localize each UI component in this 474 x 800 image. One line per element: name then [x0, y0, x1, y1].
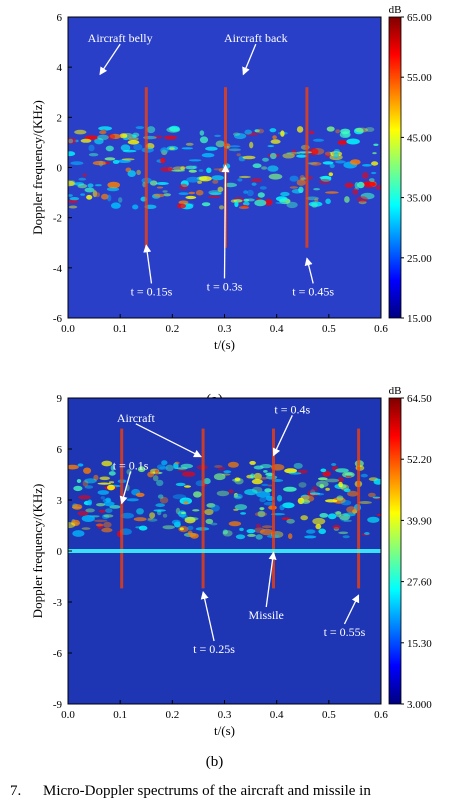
colorbar-unit: dB: [389, 4, 402, 16]
y-tick-label: -3: [53, 597, 63, 609]
annotation-label: t = 0.25s: [193, 642, 235, 656]
annotation-label: t = 0.1s: [113, 458, 149, 472]
colorbar-tick-label: 45.00: [407, 132, 432, 144]
colorbar-tick-label: 25.00: [407, 253, 432, 265]
y-tick-label: -4: [53, 263, 63, 275]
y-tick-label: 3: [57, 495, 63, 507]
y-tick-label: 2: [57, 112, 63, 124]
y-tick-label: 0: [57, 163, 63, 175]
spectrogram-panel-a: 0.0 0.1 0.2 0.3 0.4 0.5 0.6 -6 -4 -2 0 2 4 6 t/(s) Dopp…: [30, 4, 432, 408]
y-tick-label: 6: [57, 12, 63, 24]
colorbar-tick-label: 55.00: [407, 72, 432, 84]
subplot-label: (b): [206, 754, 224, 770]
annotation-label: t = 0.55s: [324, 625, 366, 639]
colorbar-tick-label: 3.000: [407, 699, 432, 711]
x-tick-label: 0.4: [270, 323, 284, 335]
x-axis-label: t/(s): [214, 337, 235, 352]
figure-caption-text: Micro-Doppler spectrums of the aircraft …: [43, 783, 371, 799]
x-tick-label: 0.3: [218, 709, 232, 721]
y-tick-label: 9: [57, 393, 63, 405]
colorbar-tick-label: 35.00: [407, 193, 432, 205]
annotation-arrow: [143, 244, 153, 284]
x-tick-label: 0.3: [218, 323, 232, 335]
x-tick-label: 0.0: [61, 709, 75, 721]
annotation-arrow: [119, 471, 132, 505]
colorbar-tick-label: 52.20: [407, 454, 432, 466]
annotation-arrow: [200, 590, 215, 642]
colorbar-tick-label: 64.50: [407, 393, 432, 405]
annotation-arrow: [265, 551, 277, 608]
figure-caption-label: 7.: [10, 783, 22, 799]
colorbar-tick-label: 15.00: [407, 313, 432, 325]
annotation-arrow: [343, 594, 360, 625]
missile-zero-doppler-line: [68, 549, 381, 553]
x-axis-label: t/(s): [214, 723, 235, 738]
y-axis-label: Doppler frequency/(KHz): [30, 100, 45, 235]
x-tick-label: 0.2: [165, 709, 179, 721]
y-tick-label: 4: [57, 62, 63, 74]
colorbar-tick-label: 15.30: [407, 638, 432, 650]
x-tick-label: 0.4: [270, 709, 284, 721]
y-tick-label: -6: [53, 313, 63, 325]
x-tick-label: 0.6: [374, 323, 388, 335]
x-tick-label: 0.5: [322, 323, 336, 335]
annotation-arrow: [135, 423, 202, 458]
x-tick-label: 0.1: [113, 323, 127, 335]
y-tick-label: 0: [57, 546, 63, 558]
colorbar-tick-label: 27.60: [407, 577, 432, 589]
x-tick-label: 0.2: [165, 323, 179, 335]
annotation-label: t = 0.4s: [274, 402, 310, 416]
annotation-arrow: [221, 164, 230, 279]
annotation-label: t = 0.45s: [292, 284, 334, 298]
y-tick-label: -9: [53, 699, 63, 711]
annotation-label: Aircraft back: [224, 31, 288, 45]
annotation-label: Aircraft belly: [88, 31, 153, 45]
annotation-arrow: [99, 43, 121, 76]
annotation-arrow: [304, 257, 314, 284]
colorbar-tick-label: 39.90: [407, 515, 432, 527]
figure-caption: 7. Micro-Doppler spectrums of the aircra…: [0, 782, 474, 800]
y-tick-label: -6: [53, 648, 63, 660]
y-tick-label: 6: [57, 444, 63, 456]
spectral-texture: [68, 428, 381, 589]
colorbar: [388, 397, 402, 705]
x-tick-label: 0.6: [374, 709, 388, 721]
annotation-arrow: [242, 43, 257, 76]
annotation-label: Aircraft: [117, 411, 156, 425]
x-tick-label: 0.5: [322, 709, 336, 721]
x-tick-label: 0.0: [61, 323, 75, 335]
annotation-arrow: [272, 415, 293, 457]
annotation-label: t = 0.3s: [207, 279, 243, 293]
annotation-label: Missile: [249, 608, 284, 622]
x-tick-label: 0.1: [113, 709, 127, 721]
y-axis-label: Doppler frequency/(KHz): [30, 484, 45, 619]
colorbar-unit: dB: [389, 385, 402, 397]
colorbar-tick-label: 65.00: [407, 12, 432, 24]
colorbar: [388, 16, 402, 319]
y-tick-label: -2: [53, 213, 62, 225]
spectrogram-panel-b: 0.0 0.1 0.2 0.3 0.4 0.5 0.6 -9 -6 -3 0 3 6 9 t/(s) Dopp…: [30, 385, 432, 770]
annotation-label: t = 0.15s: [131, 284, 173, 298]
